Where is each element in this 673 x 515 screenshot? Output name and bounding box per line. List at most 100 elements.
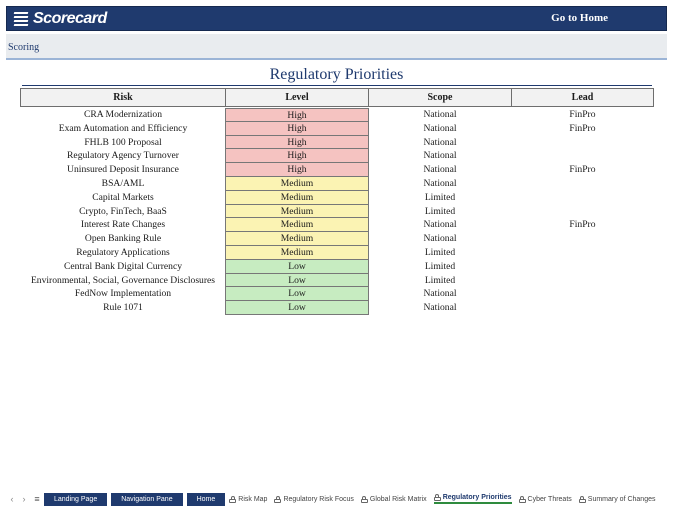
chevron-left-icon[interactable]: ‹ [10,494,14,504]
section-bar: Scoring [6,34,667,60]
risk-cell: Exam Automation and Efficiency [58,122,188,134]
lead-cell [511,287,654,301]
lead-cell [511,205,654,219]
priorities-table-body: CRA Modernization High National FinPro Exam … [6,108,667,315]
scorecard-logo: Scorecard [11,10,107,28]
landing-page-button[interactable]: Landing Page [44,492,108,506]
lead-cell [511,301,654,315]
title-underline [22,85,652,86]
table-row: Environmental, Social, Governance Disclo… [6,273,667,288]
sheet-tab[interactable]: Global Risk Matrix [360,495,427,503]
scorecard-logo-icon [11,10,31,28]
lock-icon [274,495,282,503]
sheet-tabs: Risk Map Regulatory Risk Focus Global Risk… [229,494,662,504]
lead-cell [511,260,654,274]
navigation-pane-button[interactable]: Navigation Pane [111,492,183,506]
scope-cell: Limited [424,274,456,286]
risk-cell: BSA/AML [101,177,145,189]
sheet-tab[interactable]: Risk Map [229,495,268,503]
table-row: Exam Automation and Efficiency High Nation… [6,121,667,136]
app-window: Scorecard Go to Home Scoring Regulatory … [6,6,667,509]
column-header-level: Level [225,88,369,107]
risk-cell: CRA Modernization [83,109,163,120]
level-cell: High [225,108,369,122]
lead-cell [511,274,654,288]
level-cell: Low [225,273,369,288]
scope-cell: National [423,219,457,231]
lead-cell [511,191,654,205]
column-header-risk: Risk [20,88,226,107]
level-cell: High [225,163,369,177]
column-header-scope: Scope [368,88,512,107]
sheet-tab[interactable]: Summary of Changes [578,495,656,503]
section-label: Scoring [8,42,40,53]
risk-cell: Regulatory Applications [76,246,170,258]
scope-cell: National [423,150,457,162]
level-cell: Low [225,259,369,274]
level-cell: Low [225,301,369,315]
scope-cell: Limited [424,191,456,203]
lead-cell [511,246,654,260]
table-row: Central Bank Digital Currency Low Limited [6,259,667,274]
table-row: Regulatory Agency Turnover High National [6,149,667,164]
scope-cell: National [423,288,457,300]
level-cell: Medium [225,232,369,246]
hamburger-menu-icon[interactable]: ≡ [34,494,40,504]
go-to-home-link[interactable]: Go to Home [551,12,608,24]
scope-cell: National [423,302,457,314]
scope-cell: National [423,122,457,134]
page-title: Regulatory Priorities [269,66,404,83]
scope-cell: National [423,233,457,245]
sheet-tab[interactable]: Regulatory Priorities [433,494,512,504]
level-cell: Medium [225,190,369,205]
level-cell: Medium [225,176,369,191]
level-cell: Low [225,287,369,302]
lock-icon [518,495,526,503]
lead-cell: FinPro [569,109,596,120]
lock-icon [578,495,586,503]
sheet-tab-label: Global Risk Matrix [369,495,427,503]
table-row: Rule 1071 Low National [6,301,667,315]
table-row: BSA/AML Medium National [6,176,667,191]
scope-cell: National [423,109,457,120]
lead-cell [511,149,654,163]
risk-cell: Capital Markets [92,191,154,203]
risk-cell: FHLB 100 Proposal [84,136,162,148]
sheet-tab-label: Cyber Threats [527,495,572,503]
level-cell: High [225,121,369,136]
lead-cell: FinPro [569,164,596,176]
table-row: Open Banking Rule Medium National [6,232,667,246]
scope-cell: National [423,177,457,189]
lead-cell: FinPro [569,219,596,231]
risk-cell: Rule 1071 [103,302,143,314]
table-row: Uninsured Deposit Insurance High National F… [6,163,667,177]
lock-icon [433,494,441,501]
home-button[interactable]: Home [186,492,226,506]
sheet-tab-label: Summary of Changes [587,495,656,503]
level-cell: Medium [225,245,369,260]
lead-cell: FinPro [569,122,596,134]
risk-cell: Interest Rate Changes [80,219,166,231]
level-cell: High [225,135,369,150]
risk-cell: Open Banking Rule [84,233,162,245]
scope-cell: Limited [424,205,456,217]
table-row: FedNow Implementation Low National [6,287,667,302]
sheet-tab-label: Risk Map [238,495,268,503]
risk-cell: Environmental, Social, Governance Disclo… [30,274,216,286]
lead-cell [511,136,654,150]
lock-icon [229,495,237,503]
scope-cell: National [423,136,457,148]
sheet-tab[interactable]: Regulatory Risk Focus [274,495,354,503]
scope-cell: Limited [424,260,456,272]
lock-icon [360,495,368,503]
table-row: CRA Modernization High National FinPro [6,108,667,122]
sheet-tab-label: Regulatory Priorities [442,494,512,501]
level-cell: Medium [225,218,369,233]
chevron-right-icon[interactable]: › [22,494,26,504]
lead-cell [511,177,654,191]
sheet-tab[interactable]: Cyber Threats [518,495,572,503]
sheet-tab-label: Regulatory Risk Focus [283,495,354,503]
risk-cell: Regulatory Agency Turnover [67,150,179,162]
level-cell: Medium [225,204,369,219]
scope-cell: Limited [424,246,456,258]
